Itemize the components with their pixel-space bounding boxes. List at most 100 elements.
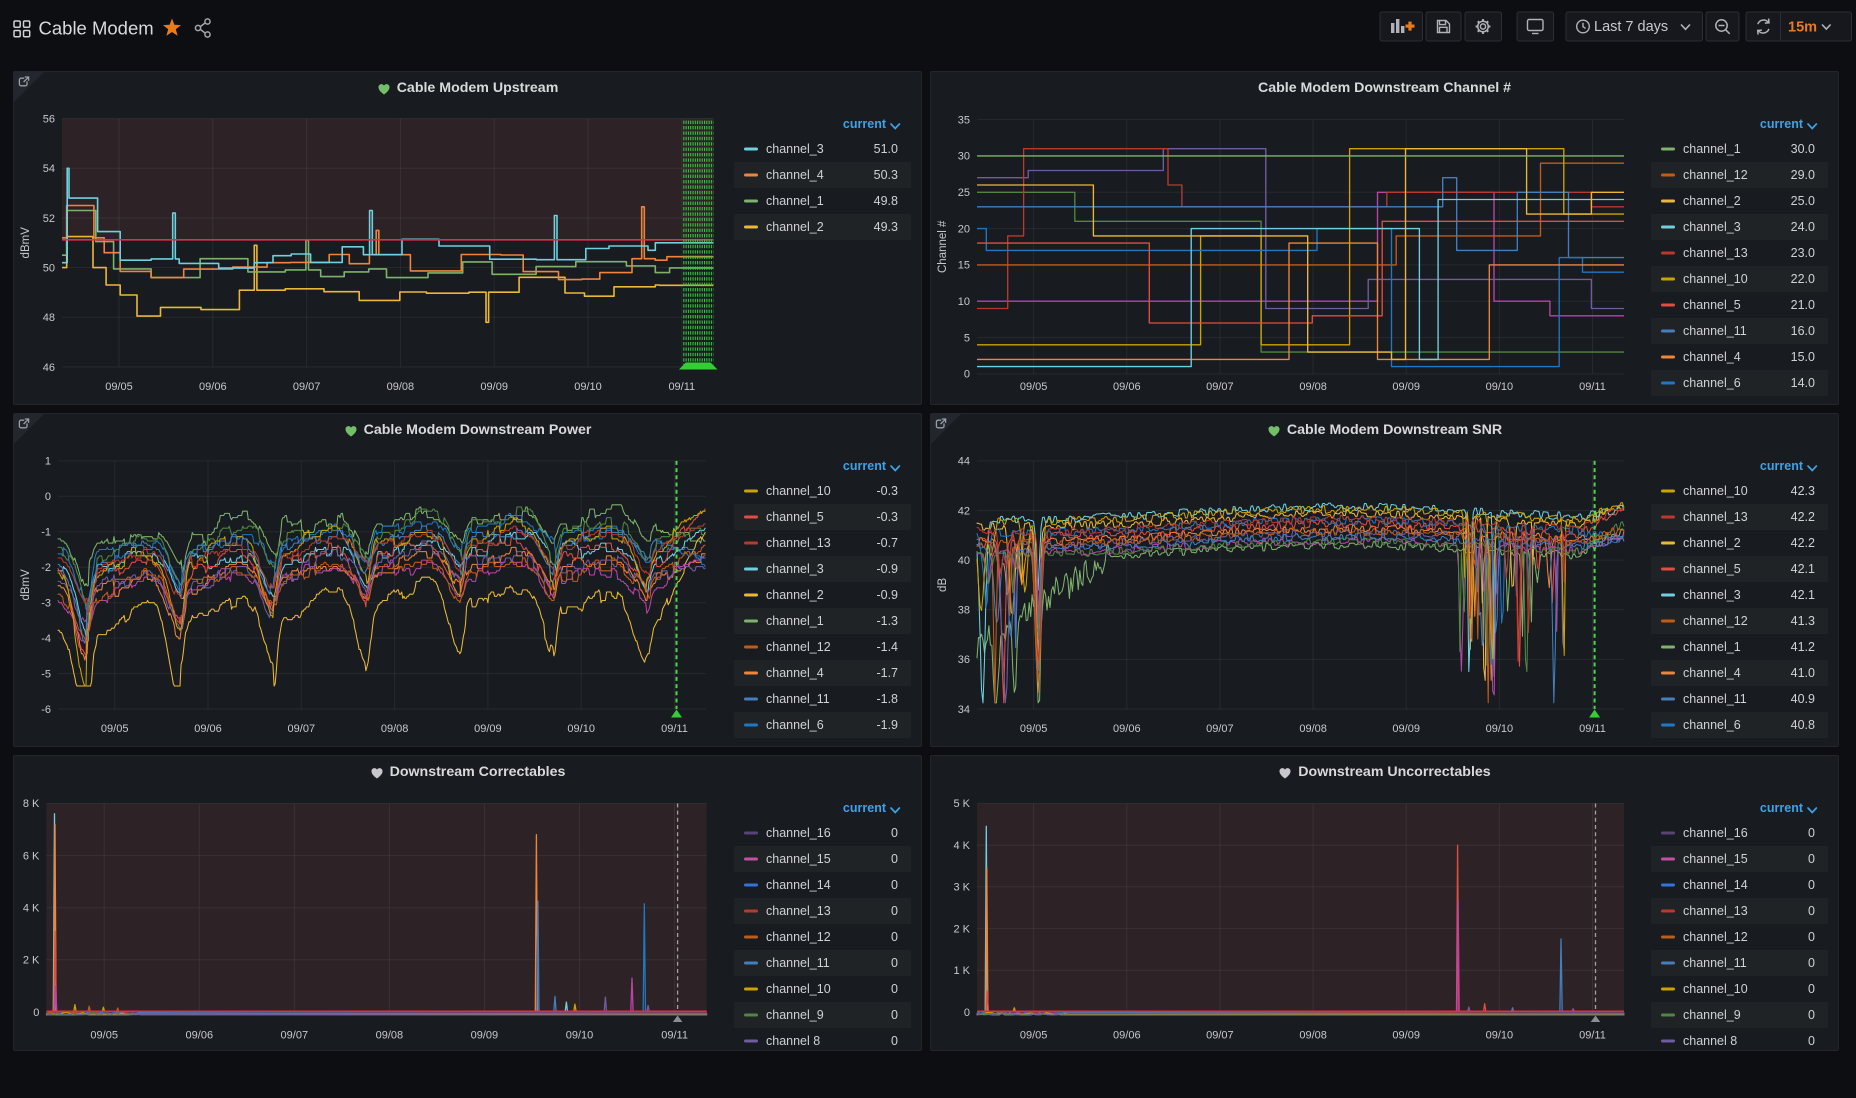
svg-text:channel_3: channel_3: [766, 562, 824, 576]
svg-text:09/09: 09/09: [480, 381, 508, 393]
svg-text:42.1: 42.1: [1791, 562, 1815, 576]
svg-text:09/05: 09/05: [90, 1030, 118, 1042]
svg-text:40.8: 40.8: [1791, 718, 1815, 732]
svg-text:channel_14: channel_14: [766, 878, 831, 892]
svg-text:0: 0: [1808, 930, 1815, 944]
svg-text:channel_4: channel_4: [1683, 350, 1741, 364]
svg-text:4 K: 4 K: [23, 903, 40, 915]
svg-text:09/08: 09/08: [387, 381, 415, 393]
svg-text:41.3: 41.3: [1791, 614, 1815, 628]
svg-text:0: 0: [964, 1007, 970, 1019]
svg-text:09/07: 09/07: [281, 1030, 309, 1042]
svg-text:channel_11: channel_11: [766, 956, 830, 970]
svg-text:0: 0: [891, 904, 898, 918]
svg-text:1: 1: [45, 456, 51, 468]
svg-text:0: 0: [891, 852, 898, 866]
svg-text:42.3: 42.3: [1791, 484, 1815, 498]
svg-text:Last 7 days: Last 7 days: [1594, 19, 1668, 35]
svg-text:channel_13: channel_13: [766, 904, 831, 918]
svg-text:8 K: 8 K: [23, 798, 40, 810]
svg-text:channel_10: channel_10: [1683, 484, 1748, 498]
svg-text:3 K: 3 K: [953, 882, 970, 894]
svg-text:current: current: [843, 117, 887, 131]
svg-text:channel_9: channel_9: [1683, 1008, 1741, 1022]
svg-text:channel_12: channel_12: [1683, 930, 1748, 944]
svg-text:channel_3: channel_3: [766, 142, 824, 156]
svg-text:50.3: 50.3: [874, 168, 898, 182]
svg-text:channel_16: channel_16: [766, 826, 831, 840]
svg-text:48: 48: [43, 312, 55, 324]
svg-text:09/08: 09/08: [376, 1030, 404, 1042]
svg-text:Cable Modem: Cable Modem: [39, 18, 154, 39]
svg-text:51.0: 51.0: [874, 142, 898, 156]
svg-text:0: 0: [964, 369, 970, 381]
svg-text:09/11: 09/11: [668, 381, 695, 393]
svg-text:-0.7: -0.7: [876, 536, 898, 550]
svg-text:09/11: 09/11: [1579, 723, 1606, 735]
svg-text:0: 0: [1808, 982, 1815, 996]
svg-text:0: 0: [1808, 956, 1815, 970]
svg-text:dBmV: dBmV: [20, 569, 32, 601]
svg-text:-0.3: -0.3: [876, 484, 898, 498]
svg-text:channel_10: channel_10: [1683, 982, 1748, 996]
svg-text:0: 0: [1808, 878, 1815, 892]
svg-text:09/06: 09/06: [1113, 723, 1141, 735]
svg-text:54: 54: [43, 163, 55, 175]
svg-text:0: 0: [33, 1007, 39, 1019]
svg-text:09/11: 09/11: [661, 723, 688, 735]
svg-text:09/10: 09/10: [1486, 723, 1514, 735]
svg-text:current: current: [843, 459, 887, 473]
svg-text:10: 10: [958, 296, 970, 308]
svg-text:14.0: 14.0: [1791, 376, 1815, 390]
svg-text:15: 15: [958, 260, 970, 272]
svg-text:50: 50: [43, 262, 55, 274]
svg-text:09/11: 09/11: [661, 1030, 688, 1042]
svg-text:42.1: 42.1: [1791, 588, 1815, 602]
svg-text:channel_2: channel_2: [1683, 194, 1741, 208]
svg-text:09/08: 09/08: [381, 723, 409, 735]
svg-text:09/10: 09/10: [1486, 1030, 1514, 1042]
svg-text:channel_15: channel_15: [766, 852, 831, 866]
svg-text:channel 8: channel 8: [1683, 1034, 1737, 1048]
svg-text:09/07: 09/07: [1206, 381, 1234, 393]
svg-text:09/10: 09/10: [567, 723, 595, 735]
svg-text:09/05: 09/05: [1020, 1030, 1048, 1042]
svg-text:channel_5: channel_5: [1683, 562, 1741, 576]
svg-text:24.0: 24.0: [1791, 220, 1815, 234]
svg-text:34: 34: [958, 704, 970, 716]
svg-text:-6: -6: [41, 704, 51, 716]
svg-text:09/07: 09/07: [288, 723, 316, 735]
svg-text:09/09: 09/09: [1392, 723, 1420, 735]
svg-text:channel_13: channel_13: [1683, 246, 1748, 260]
svg-text:channel_3: channel_3: [1683, 220, 1741, 234]
svg-text:09/09: 09/09: [1392, 1030, 1420, 1042]
svg-text:-0.9: -0.9: [876, 562, 898, 576]
svg-text:-4: -4: [41, 633, 51, 645]
svg-text:5 K: 5 K: [953, 798, 970, 810]
svg-text:38: 38: [958, 605, 970, 617]
svg-text:channel_13: channel_13: [766, 536, 831, 550]
svg-text:0: 0: [1808, 904, 1815, 918]
svg-text:09/06: 09/06: [194, 723, 222, 735]
svg-text:channel_4: channel_4: [766, 666, 824, 680]
svg-text:1 K: 1 K: [953, 965, 970, 977]
svg-text:channel_2: channel_2: [1683, 536, 1741, 550]
svg-text:09/11: 09/11: [1579, 1030, 1606, 1042]
svg-text:0: 0: [891, 1034, 898, 1048]
svg-text:channel_6: channel_6: [766, 718, 824, 732]
svg-text:-1.3: -1.3: [876, 614, 898, 628]
svg-text:channel_14: channel_14: [1683, 878, 1748, 892]
svg-text:current: current: [1760, 801, 1804, 815]
svg-text:channel_6: channel_6: [1683, 718, 1741, 732]
svg-text:09/09: 09/09: [474, 723, 502, 735]
svg-text:25.0: 25.0: [1791, 194, 1815, 208]
svg-text:channel_10: channel_10: [1683, 272, 1748, 286]
svg-text:15m: 15m: [1788, 20, 1817, 36]
svg-text:15.0: 15.0: [1791, 350, 1815, 364]
svg-text:current: current: [1760, 459, 1804, 473]
svg-text:09/08: 09/08: [1299, 723, 1327, 735]
svg-text:09/10: 09/10: [1486, 381, 1514, 393]
svg-text:channel_12: channel_12: [766, 930, 831, 944]
svg-text:channel_1: channel_1: [766, 614, 824, 628]
svg-text:52: 52: [43, 213, 55, 225]
